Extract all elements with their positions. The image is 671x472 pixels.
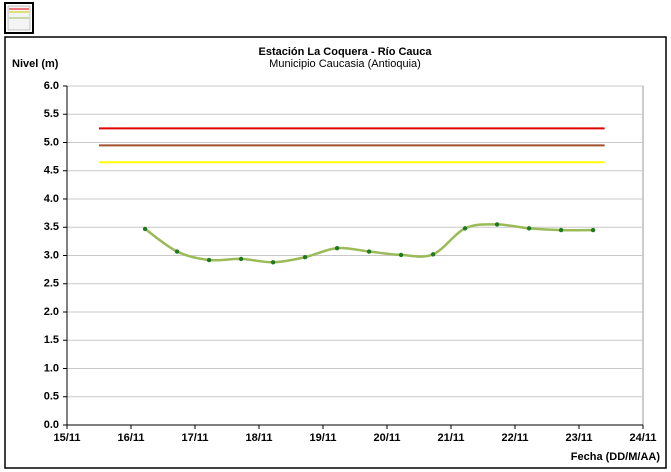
data-point: [526, 226, 532, 231]
chart-subtitle: Municipio Caucasia (Antioquia): [269, 58, 421, 70]
x-tick-label: 18/11: [246, 432, 273, 444]
data-point: [174, 249, 180, 254]
data-point: [462, 226, 468, 231]
thumbnail-icon: [4, 2, 34, 34]
data-point: [238, 256, 244, 262]
y-tick-label: 5.5: [44, 108, 59, 120]
data-point: [590, 227, 596, 233]
y-tick-label: 2.0: [44, 306, 59, 318]
x-tick-label: 17/11: [182, 432, 209, 444]
data-point: [302, 254, 308, 260]
data-point: [494, 222, 500, 227]
y-axis-label: Nivel (m): [12, 58, 59, 70]
x-tick-label: 16/11: [118, 432, 145, 444]
x-tick-label: 23/11: [566, 432, 593, 444]
x-tick-label: 21/11: [438, 432, 465, 444]
data-point: [366, 249, 372, 254]
y-tick-label: 5.0: [44, 136, 59, 148]
y-tick-label: 4.0: [44, 193, 59, 205]
y-tick-label: 3.5: [44, 221, 59, 233]
data-point: [142, 226, 148, 232]
y-tick-label: 0.0: [44, 419, 59, 431]
y-tick-label: 1.0: [44, 362, 59, 374]
data-point: [558, 227, 564, 233]
data-point: [398, 252, 404, 258]
data-point: [334, 245, 340, 251]
y-tick-label: 6.0: [44, 80, 59, 92]
x-tick-label: 15/11: [54, 432, 81, 444]
x-tick-label: 22/11: [502, 432, 529, 444]
y-tick-label: 2.5: [44, 278, 59, 290]
x-tick-label: 20/11: [374, 432, 401, 444]
y-tick-label: 3.0: [44, 249, 59, 261]
data-point: [430, 252, 436, 257]
x-axis-label: Fecha (DD/M/AA): [571, 451, 661, 463]
y-tick-label: 4.5: [44, 165, 59, 177]
y-tick-label: 1.5: [44, 334, 59, 346]
x-tick-label: 19/11: [310, 432, 337, 444]
data-point: [206, 257, 212, 263]
chart-title: Estación La Coquera - Río Cauca: [259, 46, 433, 58]
data-point: [270, 260, 276, 265]
x-tick-label: 24/11: [630, 432, 657, 444]
y-tick-label: 0.5: [44, 391, 59, 403]
